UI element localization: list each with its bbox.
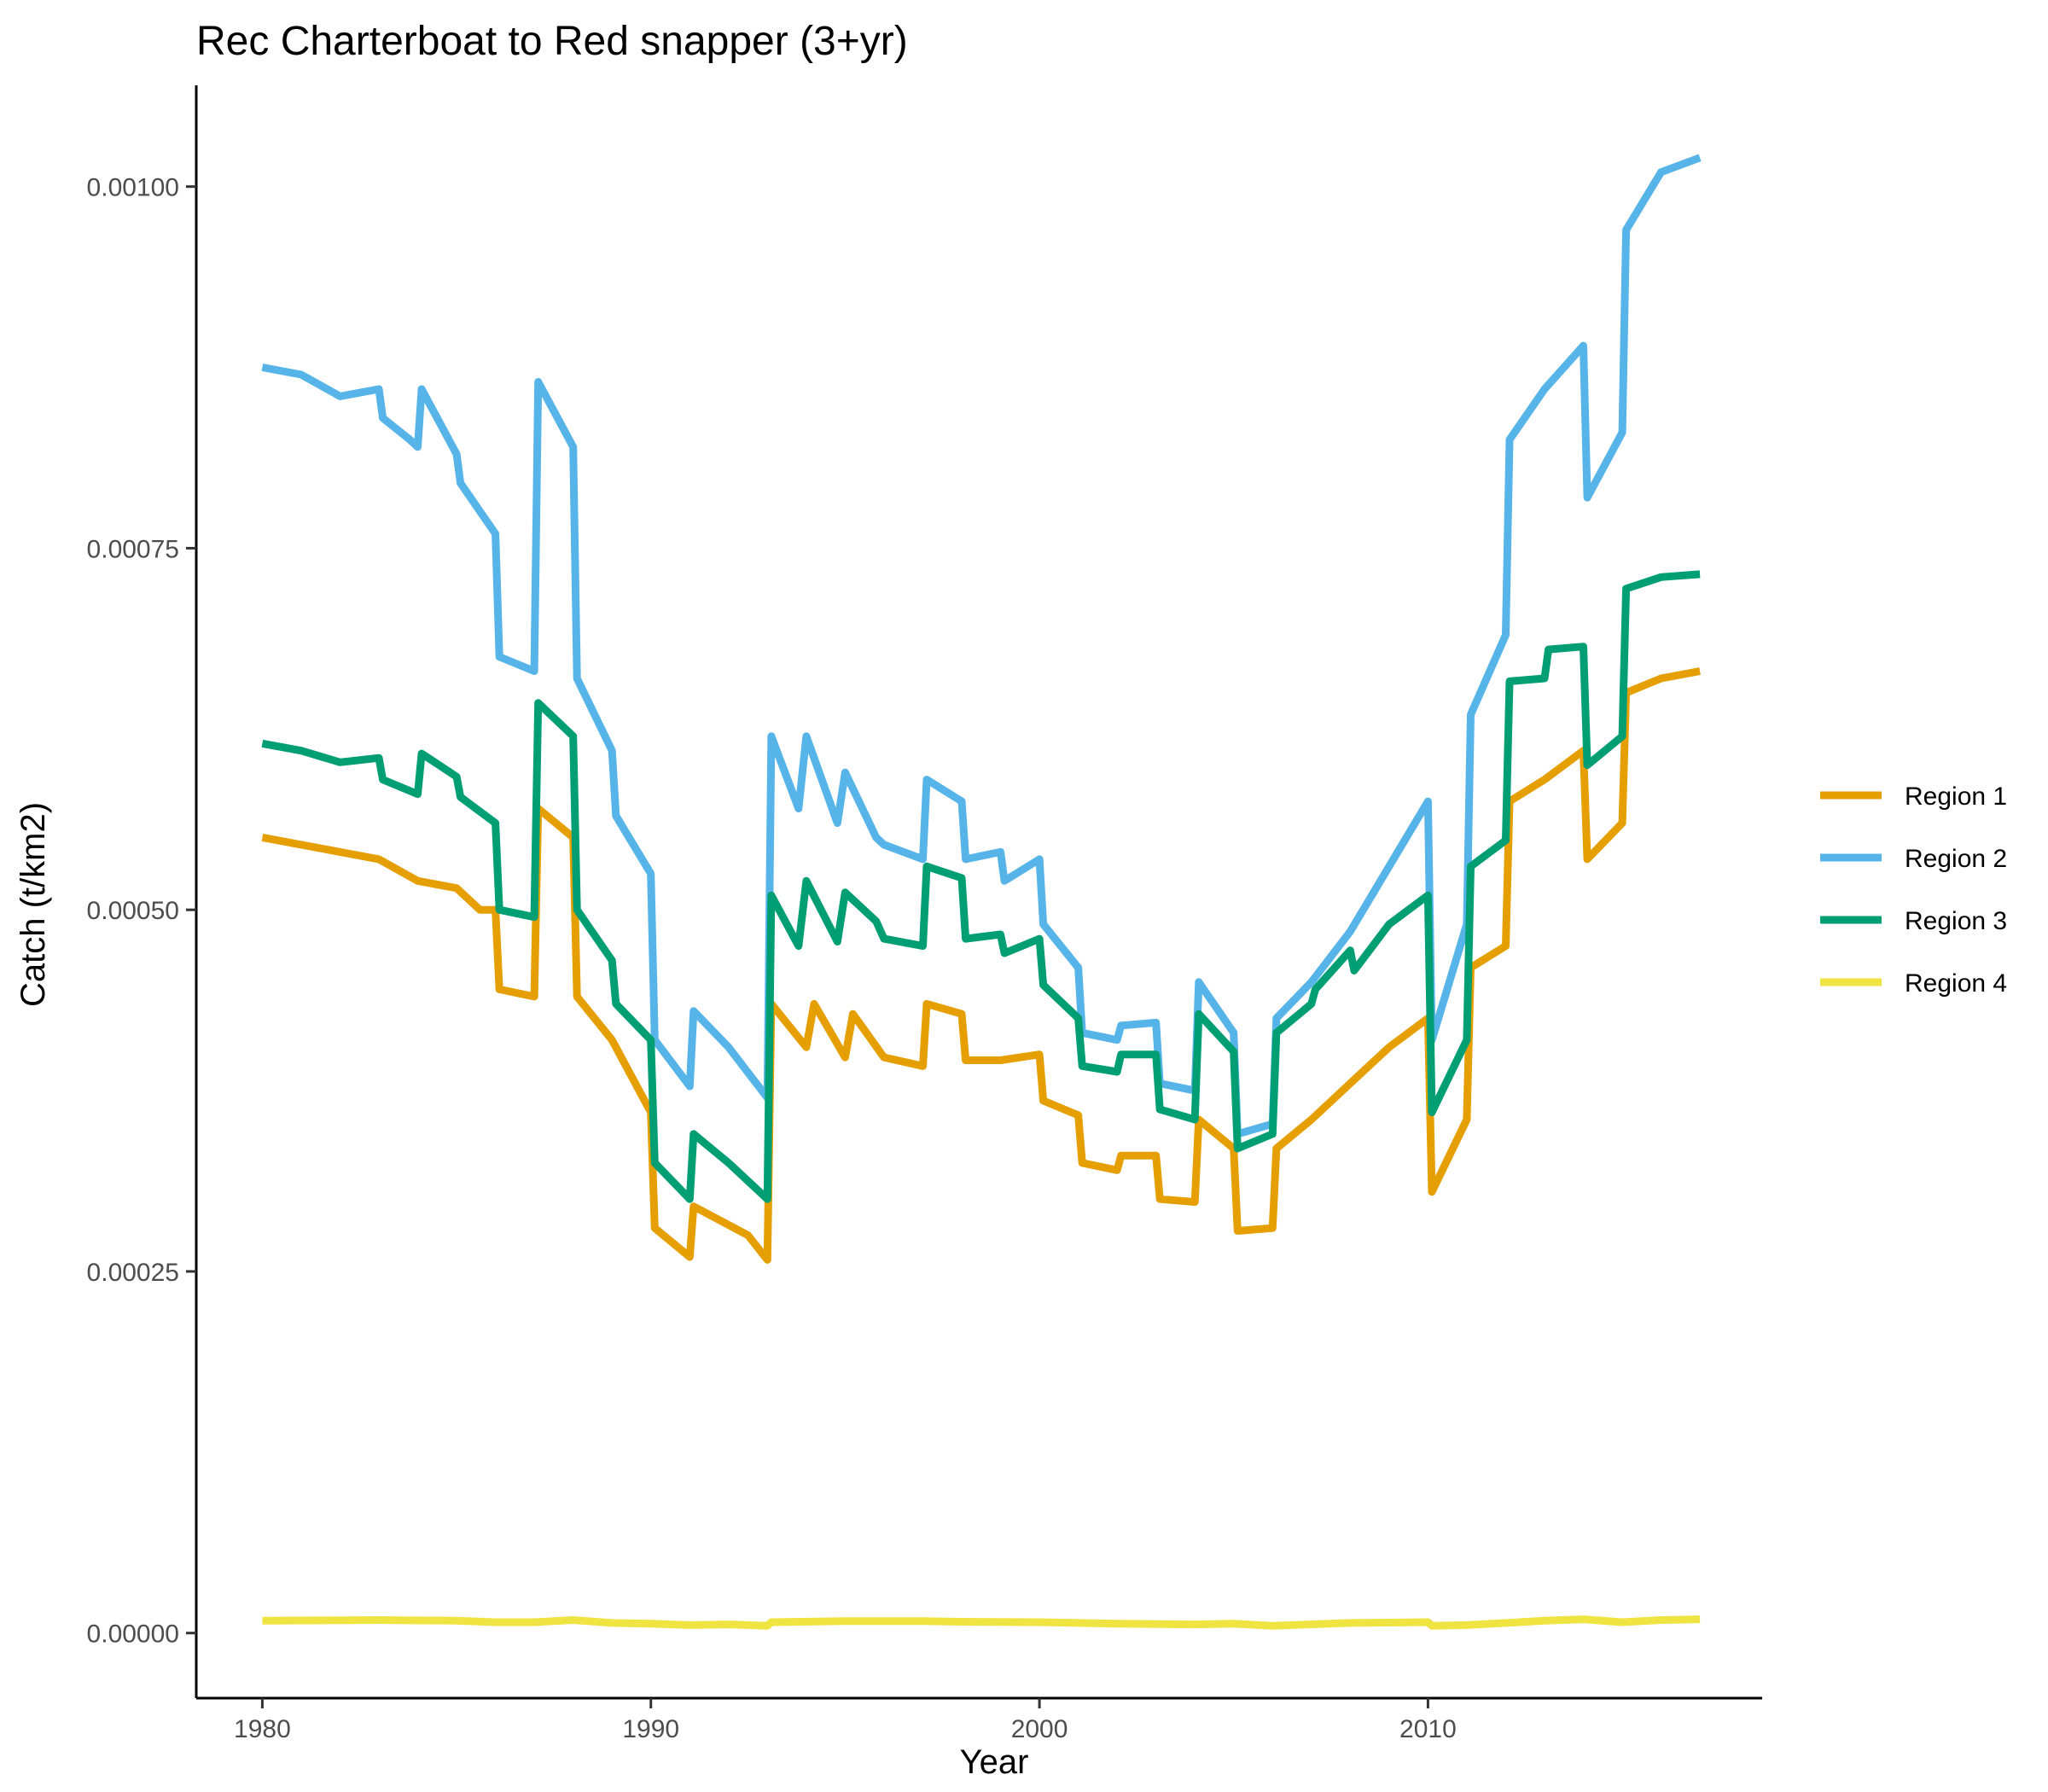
chart-title: Rec Charterboat to Red snapper (3+yr) (196, 19, 908, 64)
x-tick-label: 1990 (622, 1715, 679, 1743)
x-tick-label: 2000 (1011, 1715, 1068, 1743)
series-line-region-2 (261, 154, 1702, 1138)
y-tick-label: 0.00075 (87, 535, 179, 563)
series-line-region-4 (262, 1615, 1701, 1630)
x-tick-label: 2010 (1399, 1715, 1457, 1743)
y-tick-label: 0.00000 (87, 1620, 179, 1649)
legend-label-region-3: Region 3 (1905, 907, 2007, 935)
plot-area (261, 154, 1702, 1630)
x-tick-label: 1980 (234, 1715, 291, 1743)
legend: Region 1 Region 2 Region 3 Region 4 (1820, 783, 2007, 998)
series-line-region-1 (261, 667, 1701, 1264)
legend-label-region-4: Region 4 (1905, 969, 2007, 998)
y-tick-label: 0.00100 (87, 174, 179, 202)
legend-label-region-1: Region 1 (1905, 783, 2007, 811)
legend-label-region-2: Region 2 (1905, 845, 2007, 873)
axes: 0.00000 0.00025 0.00050 0.00075 0.00100 1980 1… (87, 85, 1762, 1743)
y-tick-label: 0.00025 (87, 1259, 179, 1287)
x-axis-label: Year (960, 1743, 1029, 1781)
y-tick-label: 0.00050 (87, 897, 179, 925)
y-axis-label: Catch (t/km2) (15, 802, 52, 1007)
series-line-region-3 (261, 570, 1701, 1203)
